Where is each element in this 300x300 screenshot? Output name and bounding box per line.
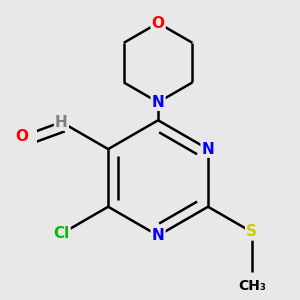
- Text: N: N: [152, 228, 164, 243]
- Text: Cl: Cl: [53, 226, 70, 241]
- Text: H: H: [55, 115, 68, 130]
- Text: N: N: [152, 95, 164, 110]
- Text: CH₃: CH₃: [238, 279, 266, 293]
- Text: S: S: [246, 224, 257, 239]
- Text: N: N: [202, 142, 214, 157]
- Text: O: O: [15, 129, 28, 144]
- Text: O: O: [152, 16, 165, 31]
